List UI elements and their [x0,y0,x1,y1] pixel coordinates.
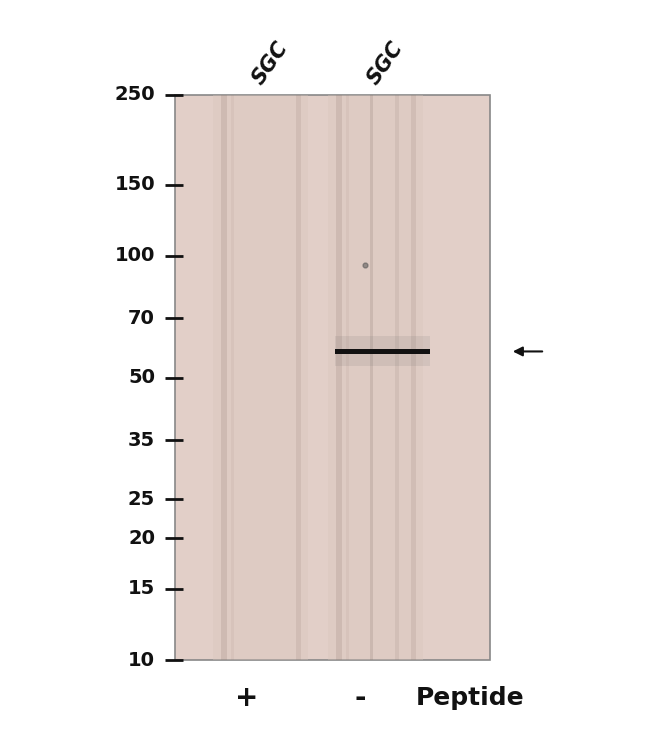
Text: 10: 10 [128,651,155,670]
Bar [231,95,233,660]
Text: SGC: SGC [363,37,407,88]
Text: 35: 35 [128,430,155,449]
Bar [346,95,348,660]
Bar [335,337,430,367]
Bar [213,95,307,660]
Text: 25: 25 [128,490,155,509]
Bar [335,95,341,660]
Text: 100: 100 [114,247,155,265]
Text: SGC: SGC [248,37,292,88]
Bar [335,349,430,354]
Text: 20: 20 [128,529,155,548]
Bar [220,95,226,660]
Bar [328,95,422,660]
Text: +: + [235,684,259,712]
Text: 150: 150 [114,175,155,194]
Bar [175,95,490,660]
Text: 50: 50 [128,368,155,387]
Bar [296,95,300,660]
Text: -: - [354,684,366,712]
Text: Peptide: Peptide [416,686,525,710]
Bar [395,95,399,660]
Bar [411,95,415,660]
Text: 15: 15 [128,579,155,598]
Text: 250: 250 [114,86,155,105]
Text: 70: 70 [128,309,155,328]
Bar [370,95,373,660]
